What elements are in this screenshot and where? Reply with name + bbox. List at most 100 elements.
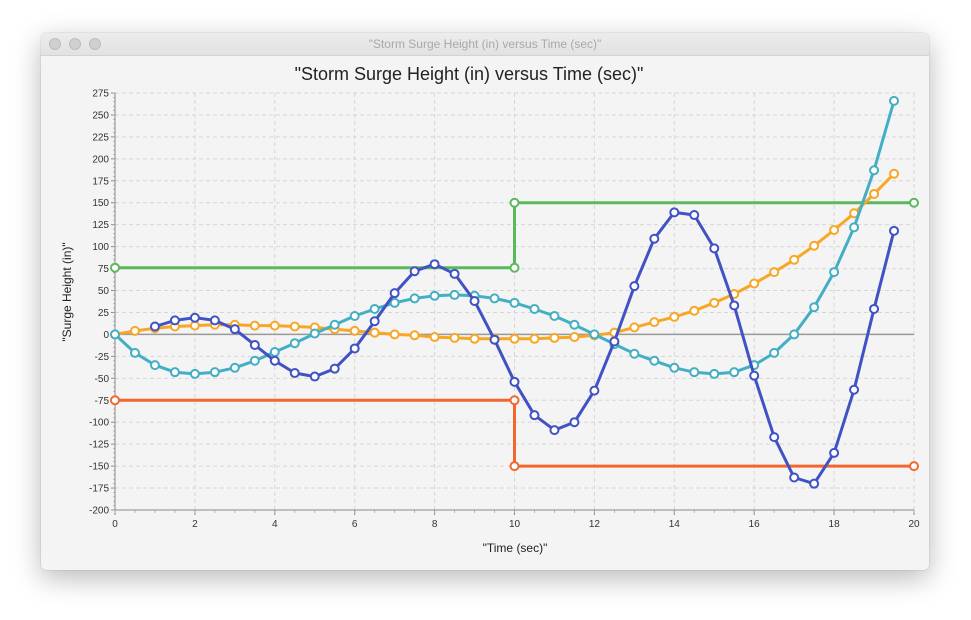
data-point bbox=[789, 329, 800, 340]
data-point bbox=[269, 346, 280, 357]
data-point bbox=[689, 305, 700, 316]
data-point bbox=[189, 312, 200, 323]
y-tick-label: 0 bbox=[103, 330, 109, 341]
series-line bbox=[113, 201, 916, 270]
data-point bbox=[509, 333, 520, 344]
data-point bbox=[269, 355, 280, 366]
series-line bbox=[153, 210, 896, 486]
data-point bbox=[749, 370, 760, 381]
close-window-button[interactable] bbox=[49, 38, 61, 50]
data-point bbox=[829, 447, 840, 458]
data-point bbox=[569, 319, 580, 330]
data-point bbox=[389, 329, 400, 340]
y-tick-label: 175 bbox=[92, 176, 109, 187]
data-point bbox=[529, 410, 540, 421]
chart-title: "Storm Surge Height (in) versus Time (se… bbox=[295, 64, 644, 84]
title-bar[interactable]: "Storm Surge Height (in) versus Time (se… bbox=[41, 33, 929, 56]
zoom-window-button[interactable] bbox=[89, 38, 101, 50]
y-tick-label: -25 bbox=[95, 352, 110, 363]
data-point bbox=[349, 343, 360, 354]
axes: 2752502252001751501251007550250-25-50-75… bbox=[89, 89, 920, 531]
series-3 bbox=[110, 95, 900, 379]
data-point bbox=[549, 310, 560, 321]
data-point bbox=[110, 262, 120, 273]
y-tick-label: -150 bbox=[89, 462, 109, 473]
data-point bbox=[789, 472, 800, 483]
y-tick-label: 50 bbox=[98, 286, 110, 297]
data-point bbox=[129, 347, 140, 358]
data-point bbox=[249, 320, 260, 331]
data-point bbox=[729, 367, 740, 378]
data-point bbox=[629, 322, 640, 333]
data-point bbox=[509, 197, 520, 208]
series-line bbox=[113, 172, 896, 341]
x-tick-label: 18 bbox=[829, 519, 841, 530]
data-point bbox=[409, 330, 420, 341]
data-point bbox=[609, 336, 620, 347]
data-point bbox=[769, 267, 780, 278]
data-point bbox=[569, 332, 580, 343]
data-point bbox=[689, 367, 700, 378]
data-point bbox=[849, 222, 860, 233]
data-point bbox=[709, 368, 720, 379]
data-point bbox=[509, 461, 520, 472]
data-point bbox=[889, 225, 900, 236]
data-point bbox=[389, 297, 400, 308]
window-title: "Storm Surge Height (in) versus Time (se… bbox=[368, 37, 602, 51]
y-tick-label: -50 bbox=[95, 374, 110, 385]
x-tick-label: 14 bbox=[669, 519, 681, 530]
data-point bbox=[529, 333, 540, 344]
data-point bbox=[669, 207, 680, 218]
data-point bbox=[869, 165, 880, 176]
data-point bbox=[509, 262, 520, 273]
data-point bbox=[110, 395, 120, 406]
line-chart: "Storm Surge Height (in) versus Time (se… bbox=[60, 64, 920, 555]
y-tick-label: 25 bbox=[98, 308, 110, 319]
data-point bbox=[809, 302, 820, 313]
data-point bbox=[289, 338, 300, 349]
data-point bbox=[769, 432, 780, 443]
data-point bbox=[649, 317, 660, 328]
y-tick-label: -125 bbox=[89, 440, 109, 451]
data-point bbox=[169, 315, 180, 326]
y-tick-label: -200 bbox=[89, 506, 109, 517]
x-tick-label: 4 bbox=[272, 519, 278, 530]
x-tick-label: 2 bbox=[192, 519, 198, 530]
data-point bbox=[389, 288, 400, 299]
data-point bbox=[469, 296, 480, 307]
data-point bbox=[349, 325, 360, 336]
data-point bbox=[149, 360, 160, 371]
x-tick-label: 20 bbox=[908, 519, 920, 530]
series-2 bbox=[110, 168, 900, 344]
data-point bbox=[249, 339, 260, 350]
series-0 bbox=[110, 197, 919, 273]
y-tick-label: 200 bbox=[92, 154, 109, 165]
data-point bbox=[449, 289, 460, 300]
x-tick-label: 12 bbox=[589, 519, 601, 530]
data-point bbox=[529, 303, 540, 314]
series-line bbox=[113, 99, 896, 376]
data-point bbox=[849, 384, 860, 395]
data-point bbox=[409, 266, 420, 277]
data-point bbox=[469, 333, 480, 344]
y-tick-label: 150 bbox=[92, 198, 109, 209]
data-point bbox=[789, 254, 800, 265]
data-point bbox=[449, 332, 460, 343]
data-point bbox=[349, 310, 360, 321]
data-point bbox=[629, 348, 640, 359]
y-tick-label: 250 bbox=[92, 110, 109, 121]
data-point bbox=[629, 281, 640, 292]
data-point bbox=[449, 268, 460, 279]
series-4 bbox=[149, 207, 900, 489]
data-point bbox=[649, 233, 660, 244]
data-point bbox=[909, 461, 919, 472]
data-point bbox=[149, 321, 160, 332]
y-tick-label: -175 bbox=[89, 484, 109, 495]
data-point bbox=[289, 368, 300, 379]
data-point bbox=[329, 319, 340, 330]
minimize-window-button[interactable] bbox=[69, 38, 81, 50]
data-point bbox=[209, 315, 220, 326]
data-point bbox=[329, 363, 340, 374]
x-tick-label: 16 bbox=[749, 519, 761, 530]
data-point bbox=[769, 347, 780, 358]
